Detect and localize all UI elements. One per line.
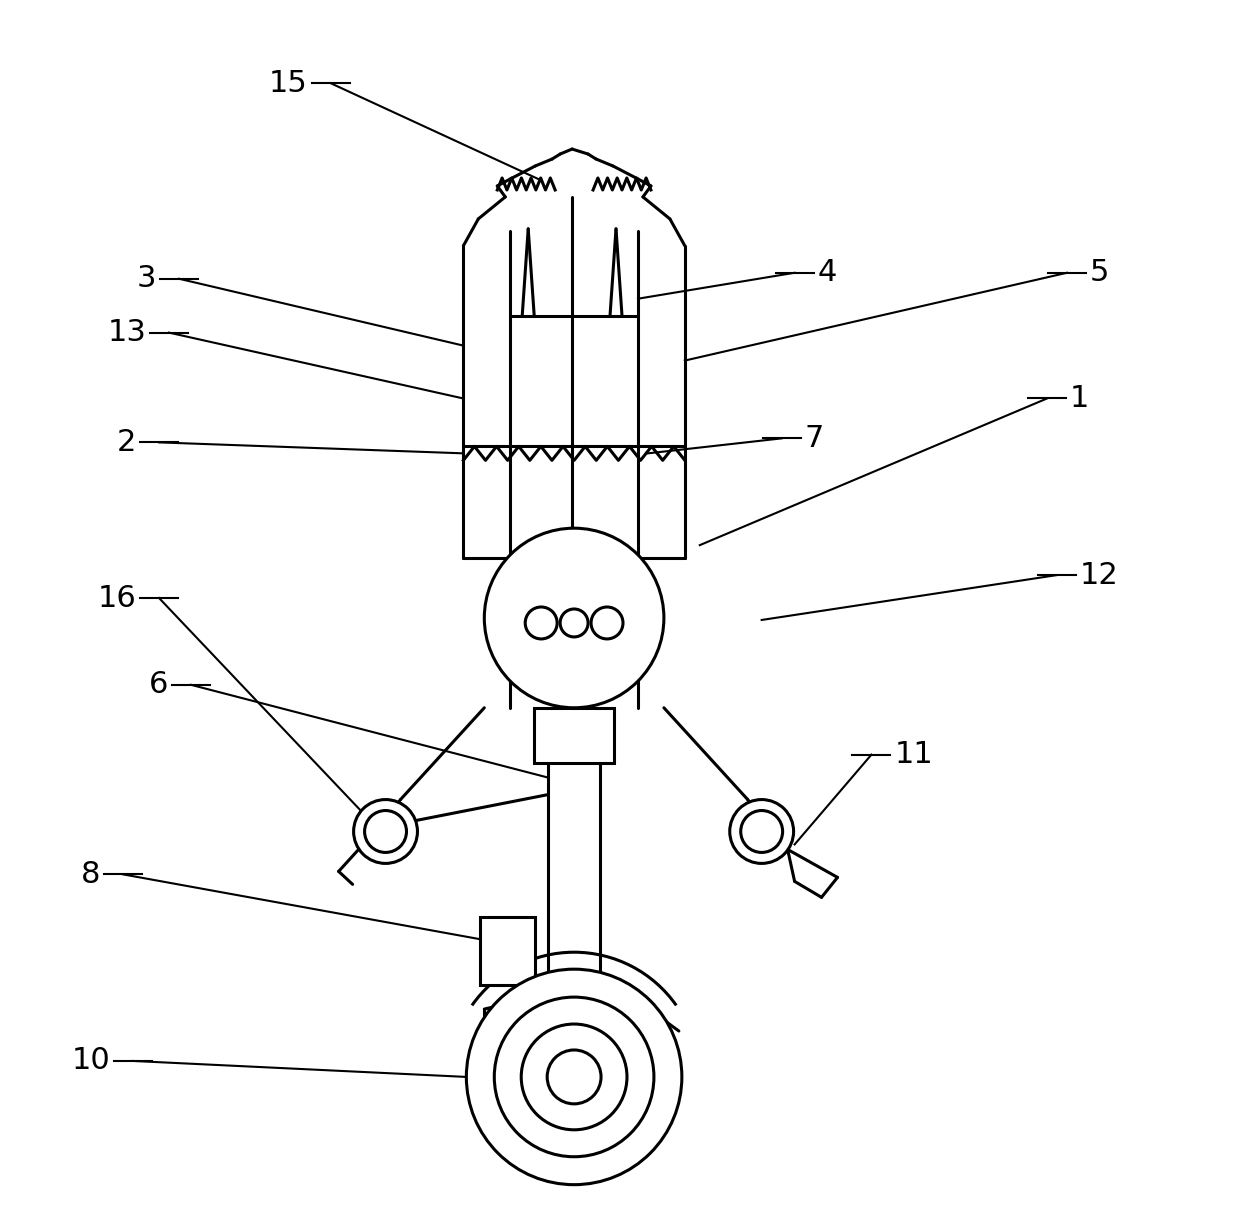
Bar: [480, 918, 536, 985]
Text: 1: 1: [1070, 384, 1090, 413]
Text: 15: 15: [269, 69, 308, 97]
Circle shape: [740, 811, 782, 852]
Text: 16: 16: [98, 584, 136, 613]
Text: 5: 5: [1090, 259, 1110, 288]
Circle shape: [521, 1025, 627, 1130]
Text: 3: 3: [136, 265, 156, 294]
Text: 11: 11: [894, 741, 934, 770]
Circle shape: [591, 607, 622, 639]
Text: 4: 4: [817, 259, 837, 288]
Circle shape: [365, 811, 407, 852]
Circle shape: [730, 800, 794, 863]
Text: 12: 12: [1080, 561, 1118, 590]
Circle shape: [560, 609, 588, 637]
Text: 7: 7: [805, 424, 823, 453]
Bar: [534, 708, 614, 762]
Text: 8: 8: [81, 860, 100, 889]
Circle shape: [466, 969, 682, 1185]
Text: 13: 13: [107, 318, 146, 347]
Circle shape: [567, 615, 582, 631]
Text: 10: 10: [72, 1046, 110, 1076]
Text: 6: 6: [149, 670, 169, 699]
Circle shape: [485, 528, 663, 708]
Circle shape: [547, 1050, 601, 1104]
Text: 2: 2: [117, 427, 136, 456]
Circle shape: [495, 997, 653, 1157]
Circle shape: [353, 800, 418, 863]
Circle shape: [526, 607, 557, 639]
